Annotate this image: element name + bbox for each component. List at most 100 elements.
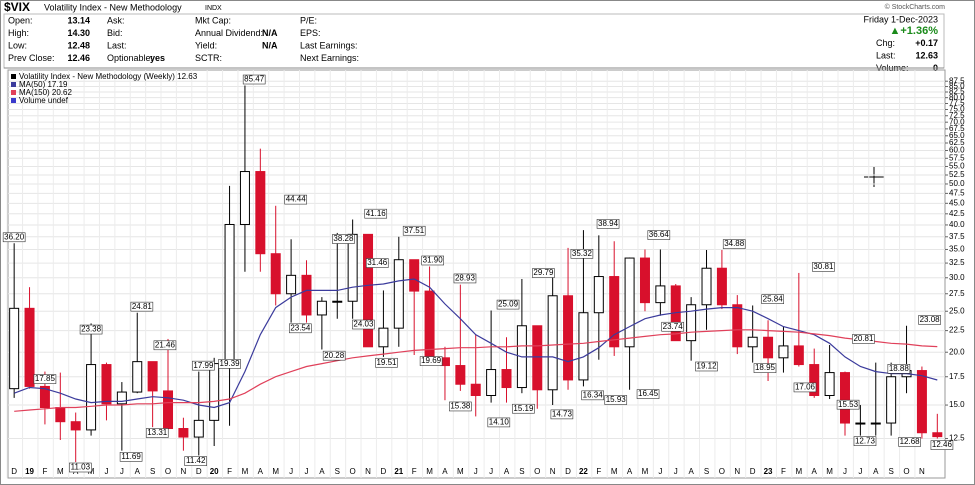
y-tick-label: 82.5 [949, 87, 965, 96]
annotation-box [332, 234, 355, 244]
candle-body [932, 432, 943, 438]
annotation-box [364, 208, 388, 219]
x-tick-label: J [104, 467, 108, 476]
ma-line [14, 329, 938, 412]
annotation-box [453, 273, 477, 284]
y-tick-label: 85.0 [949, 82, 965, 91]
x-tick-label: S [335, 467, 340, 476]
annotation-box [419, 356, 443, 366]
annotation: 18.95 [753, 363, 777, 373]
annotation: 13.31 [145, 428, 169, 438]
annotation-box [695, 361, 718, 372]
x-tick-label: J [489, 467, 493, 476]
annotation-box [761, 294, 784, 304]
annotation-box [836, 399, 860, 410]
quote-value: N/A [262, 40, 278, 50]
annotation: 15.93 [604, 395, 628, 405]
candle-body [86, 364, 97, 431]
y-tick-label: 47.5 [949, 188, 965, 197]
quote-label: Next Earnings: [300, 53, 359, 63]
quote-label: Ask: [107, 15, 125, 25]
x-tick-label: N [550, 467, 556, 476]
annotation-label: 23.54 [290, 323, 311, 332]
annotation-box [69, 462, 92, 473]
name: Volatility Index - New Methodology [44, 2, 182, 12]
annotation-box [596, 219, 620, 229]
candle-body [470, 383, 481, 397]
annotation: 25.09 [496, 299, 520, 310]
quote-label: Annual Dividend: [195, 28, 263, 38]
annotation-label: 29.79 [533, 268, 554, 277]
annotation-label: 20.81 [853, 334, 874, 343]
annotation: 44.44 [284, 195, 308, 205]
x-tick-label: J [674, 467, 678, 476]
annotation-label: 25.09 [498, 300, 519, 309]
annotation: 11.03 [69, 462, 92, 473]
candle-body [639, 257, 650, 304]
y-tick-label: 27.5 [949, 289, 965, 298]
x-tick-label: O [534, 467, 540, 476]
annotation: 23.74 [661, 322, 684, 332]
annotation: 19.12 [695, 361, 718, 372]
annotation: 12.46 [930, 440, 954, 450]
x-tick-label: A [135, 467, 141, 476]
candle-body [39, 385, 50, 409]
quote-value: 12.48 [67, 40, 90, 50]
annotation-box [812, 262, 835, 272]
y-tick-label: 15.0 [949, 400, 965, 409]
y-tick-label: 62.5 [949, 138, 965, 147]
annotation-label: 19.69 [421, 356, 442, 365]
annotation-box [496, 299, 520, 310]
annotation: 19.39 [218, 359, 241, 369]
x-tick-label: 22 [579, 467, 588, 476]
x-tick-label: A [258, 467, 264, 476]
candle-body [778, 345, 789, 359]
annotation-label: 13.31 [147, 428, 168, 437]
quote-label: Low: [8, 40, 27, 50]
quote-label: P/E: [300, 15, 317, 25]
annotation-label: 31.46 [367, 258, 388, 267]
annotation-box [647, 230, 671, 240]
x-tick-label: A [442, 467, 448, 476]
y-tick-label: 30.0 [949, 273, 965, 282]
annotation: 15.19 [512, 403, 535, 414]
annotation: 18.88 [887, 364, 911, 374]
annotation-box [130, 301, 154, 312]
candle-body [147, 361, 158, 392]
annotation-label: 31.90 [423, 256, 444, 265]
candle-body [101, 364, 112, 405]
legend-swatch [11, 74, 16, 79]
annotation-label: 21.46 [155, 340, 176, 349]
annotation: 17.06 [793, 383, 817, 393]
x-tick-label: A [812, 467, 818, 476]
candle-body [716, 267, 727, 306]
candle-body [270, 253, 281, 295]
x-tick-label: A [504, 467, 510, 476]
annotation-box [604, 395, 628, 405]
candle-body [9, 307, 20, 390]
annotation-label: 18.95 [755, 363, 776, 372]
annotation: 15.53 [836, 399, 860, 410]
y-tick-label: 65.0 [949, 131, 965, 140]
annotation-label: 17.85 [35, 374, 56, 383]
quote-value: yes [150, 53, 165, 63]
annotation: 23.38 [79, 325, 103, 335]
annotation-label: 16.45 [638, 389, 659, 398]
annotation-box [512, 403, 535, 414]
candle-body [916, 370, 927, 434]
x-tick-label: A [319, 467, 325, 476]
x-tick-label: O [719, 467, 725, 476]
quote-label: Optionable: [107, 53, 153, 63]
annotation-label: 17.06 [795, 383, 816, 392]
quote-label: Bid: [107, 28, 123, 38]
annotation-box [930, 440, 954, 450]
annotation-label: 17.99 [193, 361, 214, 370]
annotation-box [550, 409, 574, 420]
y-tick-label: 45.0 [949, 198, 965, 207]
y-tick-label: 72.5 [949, 111, 965, 120]
legend-swatch [11, 90, 16, 95]
candle-body [209, 363, 220, 421]
quote-value: N/A [262, 28, 278, 38]
quote-label: High: [8, 28, 29, 38]
annotation: 17.99 [192, 361, 215, 371]
